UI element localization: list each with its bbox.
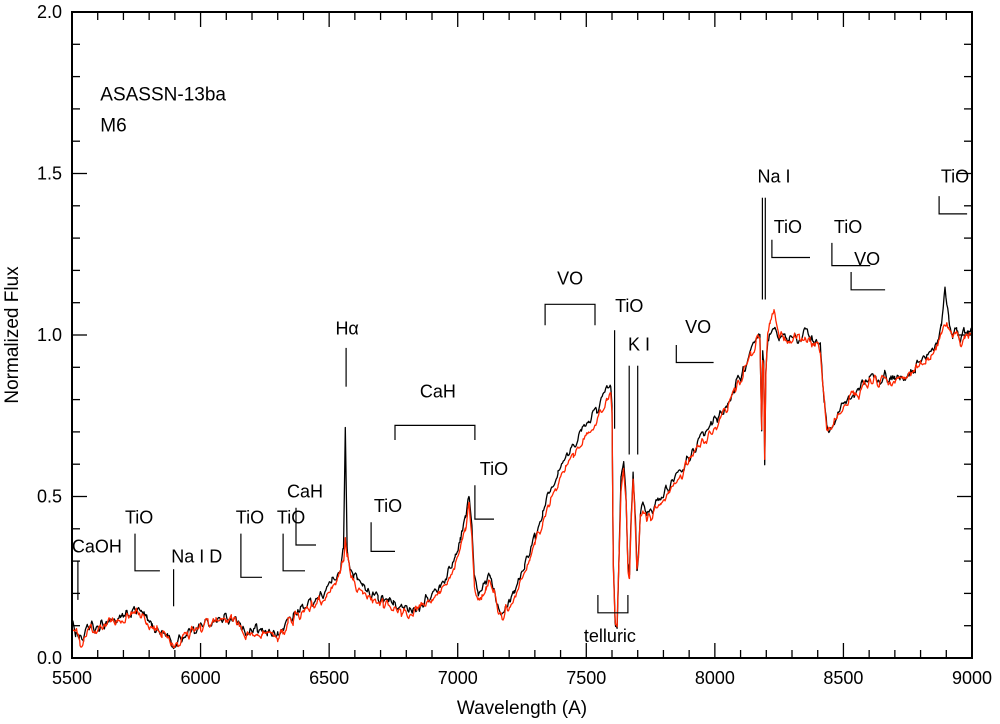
- y-tick-label: 1.0: [37, 325, 62, 345]
- x-tick-label: 8000: [695, 668, 735, 688]
- legend-label-target: ASASSN-13ba: [100, 84, 226, 105]
- annotation-marker: [831, 242, 871, 267]
- y-axis-title: Normalized Flux: [2, 266, 23, 404]
- x-tick-label: 9000: [952, 668, 992, 688]
- annotation-label: Na I: [757, 167, 790, 187]
- annotation-marker: [938, 196, 968, 215]
- annotation-marker: [295, 507, 316, 546]
- x-tick-label: 7500: [566, 668, 606, 688]
- x-tick-label: 6500: [309, 668, 349, 688]
- annotation-label: TiO: [236, 507, 264, 527]
- y-tick-label: 2.0: [37, 2, 62, 22]
- annotation-label: TiO: [277, 507, 305, 527]
- annotation-label: CaH: [287, 482, 323, 502]
- annotation-marker: [597, 595, 629, 614]
- series-ASASSN-13ba: [72, 286, 972, 650]
- y-tick-label: 0.0: [37, 648, 62, 668]
- annotation-label: K I: [628, 335, 650, 355]
- legend-label-template: M6: [100, 116, 126, 137]
- annotation-label: TiO: [834, 217, 862, 237]
- annotation-marker: [240, 533, 262, 578]
- annotation-label: TiO: [125, 507, 153, 527]
- annotation-marker: [850, 272, 886, 291]
- annotation-marker: [370, 522, 395, 552]
- annotation-marker: [544, 303, 596, 326]
- annotation-marker: [771, 239, 810, 259]
- annotation-label: Na I D: [171, 546, 222, 566]
- annotation-marker: [134, 533, 160, 572]
- x-tick-label: 6000: [181, 668, 221, 688]
- annotation-marker: [282, 533, 305, 572]
- spectra: [72, 286, 972, 650]
- x-axis-title: Wavelength (A): [457, 698, 587, 719]
- annotation-label: VO: [557, 268, 583, 288]
- series-M6: [72, 309, 972, 649]
- y-tick-label: 0.5: [37, 487, 62, 507]
- annotation-label: Hα: [335, 319, 358, 339]
- axis-ticks: [71, 11, 973, 659]
- annotation-marker: [474, 485, 494, 520]
- plot-frame: [71, 11, 973, 659]
- annotation-label: TiO: [615, 296, 643, 316]
- annotation-marker: [675, 345, 714, 364]
- x-tick-label: 8500: [823, 668, 863, 688]
- x-tick-label: 5500: [52, 668, 92, 688]
- annotation-label: CaH: [420, 382, 456, 402]
- y-tick-label: 1.5: [37, 164, 62, 184]
- annotation-label: VO: [854, 249, 880, 269]
- annotation-label: TiO: [941, 167, 969, 187]
- annotation-label: VO: [685, 317, 711, 337]
- annotation-label: TiO: [374, 496, 402, 516]
- annotation-label: TiO: [480, 459, 508, 479]
- annotation-marker: [394, 424, 476, 440]
- x-tick-label: 7000: [438, 668, 478, 688]
- annotation-label: CaOH: [72, 537, 122, 557]
- annotation-label: telluric: [584, 626, 636, 646]
- annotation-label: TiO: [774, 217, 802, 237]
